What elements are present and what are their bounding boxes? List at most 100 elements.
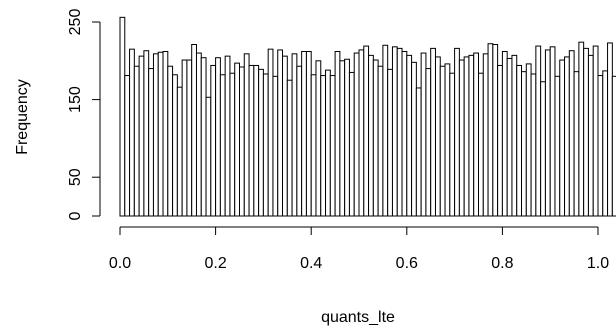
- histogram-bar-76: [482, 53, 489, 217]
- histogram-bar-56: [387, 68, 393, 217]
- histogram-bar-78: [492, 44, 499, 217]
- histogram-bar-79: [497, 64, 503, 217]
- histogram-bar-103: [611, 75, 616, 217]
- histogram-bar-55: [382, 44, 389, 217]
- histogram-bar-6: [148, 68, 154, 217]
- histogram-bar-14: [186, 59, 193, 217]
- histogram-bar-96: [578, 41, 585, 217]
- histogram-bar-58: [396, 47, 403, 217]
- histogram-bar-73: [468, 54, 475, 217]
- histogram-bar-82: [511, 54, 518, 217]
- x-tick-label-4: 0.8: [491, 255, 513, 272]
- histogram-bar-51: [363, 45, 370, 217]
- histogram-bar-34: [282, 55, 288, 217]
- histogram-bar-63: [420, 52, 427, 217]
- histogram-bar-100: [597, 75, 604, 217]
- histogram-bar-86: [530, 73, 537, 217]
- histogram-bar-35: [286, 79, 293, 217]
- histogram-bar-60: [406, 54, 413, 217]
- histogram-bar-23: [229, 72, 236, 217]
- histogram-bar-40: [310, 74, 317, 217]
- histogram-bar-44: [329, 75, 336, 217]
- histogram-bar-21: [219, 74, 226, 217]
- histogram-bar-36: [291, 53, 298, 217]
- y-tick-label-2: 150: [67, 86, 84, 113]
- histogram-bar-62: [415, 87, 422, 217]
- histogram-bar-80: [501, 50, 508, 217]
- x-tick-label-0: 0.0: [109, 255, 131, 272]
- histogram-bar-39: [305, 50, 312, 217]
- histogram-bar-8: [157, 51, 164, 217]
- histogram-bar-29: [258, 68, 264, 217]
- histogram-bar-89: [544, 49, 551, 217]
- histogram-bar-18: [205, 96, 212, 217]
- histogram-bar-3: [133, 65, 140, 217]
- histogram-bar-94: [568, 50, 575, 217]
- histogram-bar-41: [315, 60, 322, 217]
- histogram-bar-69: [449, 72, 456, 217]
- histogram-bar-64: [425, 68, 432, 217]
- histogram-bar-1: [124, 75, 131, 217]
- histogram-bar-53: [372, 59, 379, 217]
- histogram-bar-13: [181, 59, 188, 217]
- histogram-bar-81: [506, 57, 513, 217]
- x-axis-title: quants_lte: [321, 309, 395, 326]
- histogram-bar-95: [573, 71, 580, 217]
- histogram-bar-75: [478, 72, 484, 217]
- histogram-bar-15: [191, 44, 197, 217]
- histogram-bar-22: [224, 55, 231, 217]
- y-tick-label-3: 250: [67, 9, 84, 36]
- histogram-bar-102: [607, 42, 613, 217]
- histogram-bar-12: [176, 86, 183, 217]
- histogram-bar-71: [458, 59, 465, 217]
- histogram-bar-70: [454, 47, 460, 217]
- histogram-bar-25: [239, 66, 245, 217]
- y-axis-title: Frequency: [14, 79, 31, 155]
- histogram-bar-88: [540, 81, 546, 217]
- histogram-bar-30: [262, 73, 269, 217]
- histogram-bar-48: [348, 71, 355, 217]
- histogram-bar-16: [195, 52, 202, 217]
- x-tick-label-5: 1.0: [587, 255, 609, 272]
- histogram-bar-90: [549, 46, 556, 217]
- x-tick-label-1: 0.2: [204, 255, 226, 272]
- histogram-bar-7: [152, 53, 159, 217]
- histogram-bar-83: [516, 64, 523, 217]
- histogram-bar-87: [535, 45, 542, 217]
- histogram-bar-11: [172, 74, 178, 217]
- histogram-bar-46: [339, 60, 346, 217]
- histogram-bar-19: [210, 64, 217, 217]
- histogram-bar-32: [272, 75, 279, 217]
- histogram-bar-26: [243, 53, 250, 217]
- histogram-bar-101: [602, 70, 609, 217]
- histogram-bar-9: [162, 50, 169, 217]
- histogram-bar-42: [320, 75, 327, 217]
- histogram-bar-92: [559, 59, 566, 217]
- y-tick-label-0: 0: [67, 211, 84, 220]
- histogram-bar-93: [564, 56, 570, 217]
- histogram-bar-47: [344, 58, 350, 217]
- histogram-bar-24: [234, 62, 241, 217]
- histogram-bar-61: [411, 61, 417, 217]
- histogram-bar-67: [439, 65, 446, 217]
- histogram-bar-4: [138, 55, 145, 217]
- histogram-bar-98: [587, 54, 594, 217]
- histogram-bar-99: [592, 45, 599, 217]
- x-tick-label-2: 0.4: [300, 255, 322, 272]
- histogram-bar-38: [301, 50, 307, 217]
- histogram-bar-17: [200, 57, 207, 217]
- histogram-bar-52: [368, 54, 374, 217]
- histogram-bar-5: [143, 50, 150, 217]
- histogram-bar-27: [248, 64, 255, 217]
- histogram-bar-20: [215, 57, 221, 217]
- histogram-bar-84: [521, 71, 527, 217]
- x-axis: 0.0 0.2 0.4 0.6 0.8 1.0: [109, 226, 609, 272]
- y-tick-label-1: 50: [67, 168, 84, 186]
- bars-group: [119, 16, 616, 217]
- histogram-bar-77: [487, 43, 494, 217]
- histogram-bar-45: [334, 50, 341, 217]
- histogram-bar-97: [583, 47, 589, 217]
- histogram-bar-10: [167, 65, 174, 217]
- y-axis: 0 50 150 250: [67, 9, 101, 220]
- histogram-bar-0: [119, 16, 126, 217]
